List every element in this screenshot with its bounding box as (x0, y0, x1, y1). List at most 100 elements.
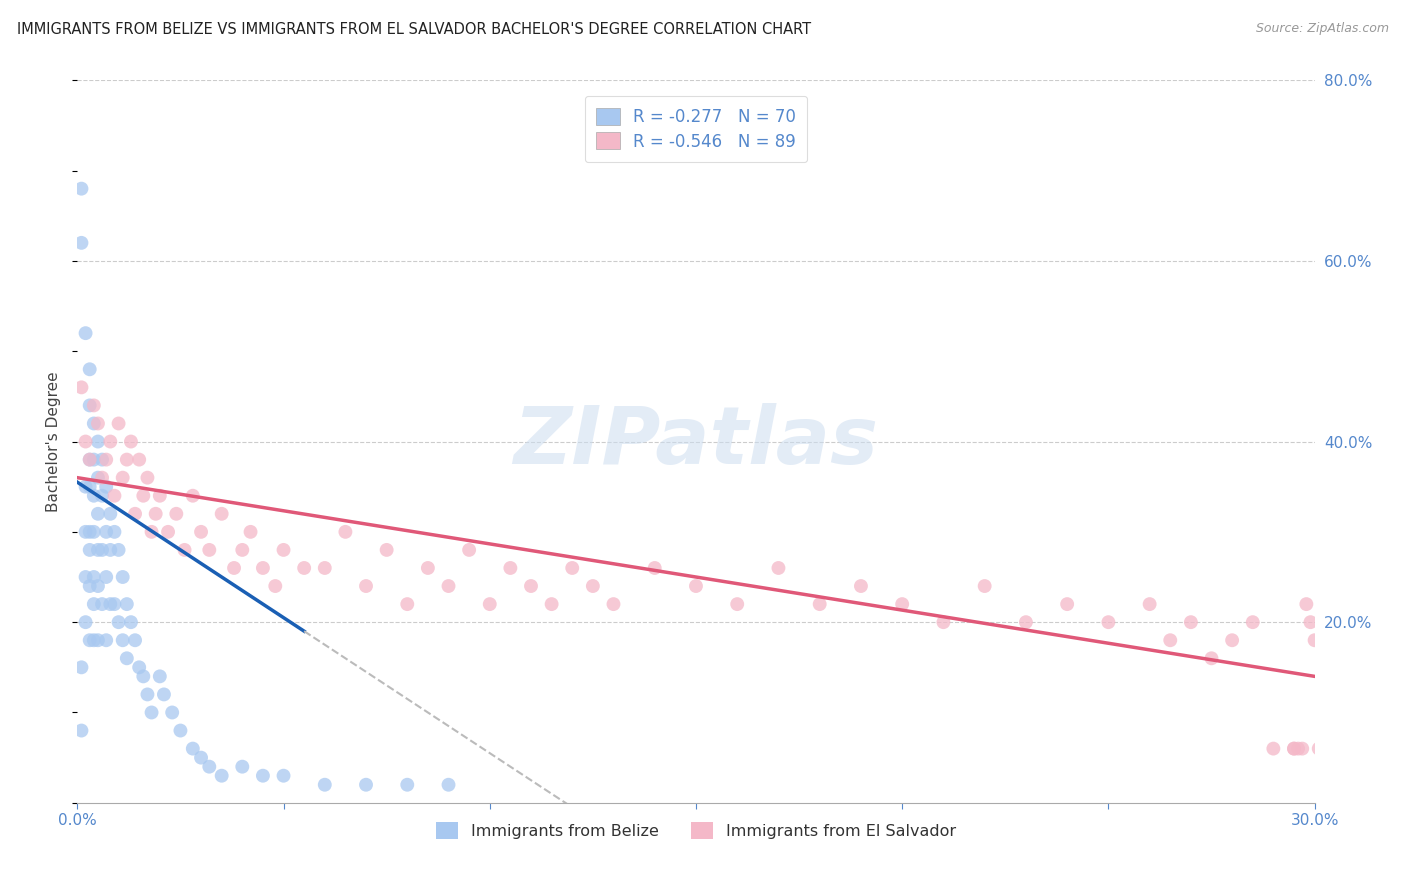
Point (314, 778, 336, 792)
Point (79, 452, 101, 467)
Point (96, 633, 118, 648)
Point (768, 561, 790, 575)
Point (115, 597, 138, 611)
Point (103, 489, 125, 503)
Point (1378, 741, 1400, 756)
Point (149, 489, 172, 503)
Point (124, 507, 146, 521)
Text: IMMIGRANTS FROM BELIZE VS IMMIGRANTS FROM EL SALVADOR BACHELOR'S DEGREE CORRELAT: IMMIGRANTS FROM BELIZE VS IMMIGRANTS FRO… (17, 22, 811, 37)
Point (1097, 615, 1119, 630)
Point (120, 615, 142, 630)
Point (128, 660, 150, 674)
Point (190, 750, 212, 764)
Point (335, 524, 357, 539)
Point (239, 524, 262, 539)
Point (75, 480, 97, 494)
Point (87, 417, 110, 431)
Point (169, 723, 191, 738)
Point (252, 561, 274, 575)
Point (292, 561, 315, 575)
Point (111, 471, 134, 485)
Point (79, 398, 101, 412)
Point (98, 434, 121, 449)
Point (83, 489, 105, 503)
Legend: Immigrants from Belize, Immigrants from El Salvador: Immigrants from Belize, Immigrants from … (429, 816, 963, 846)
Point (211, 769, 233, 783)
Point (264, 579, 287, 593)
Point (70, 380, 93, 394)
Point (98, 542, 121, 557)
Point (1263, 741, 1285, 756)
Point (98, 507, 121, 521)
Point (111, 570, 134, 584)
Point (1159, 633, 1181, 648)
Point (1286, 741, 1309, 756)
Point (1201, 651, 1223, 665)
Point (520, 579, 543, 593)
Point (1299, 615, 1322, 630)
Point (153, 687, 176, 701)
Point (79, 362, 101, 376)
Point (96, 570, 118, 584)
Point (602, 597, 624, 611)
Point (561, 561, 583, 575)
Point (252, 769, 274, 783)
Point (181, 489, 204, 503)
Point (190, 524, 212, 539)
Point (103, 524, 125, 539)
Point (83, 570, 105, 584)
Point (375, 542, 398, 557)
Point (644, 561, 666, 575)
Point (98, 597, 121, 611)
Point (499, 561, 522, 575)
Point (87, 633, 110, 648)
Point (231, 760, 253, 774)
Point (70, 723, 93, 738)
Point (83, 398, 105, 412)
Point (149, 669, 172, 683)
Point (416, 561, 439, 575)
Point (1303, 633, 1326, 648)
Point (79, 480, 101, 494)
Point (83, 524, 105, 539)
Point (160, 706, 183, 720)
Point (132, 669, 155, 683)
Point (79, 452, 101, 467)
Point (1312, 741, 1334, 756)
Point (107, 542, 129, 557)
Point (1308, 741, 1330, 756)
Point (725, 597, 748, 611)
Point (1386, 741, 1406, 756)
Point (128, 452, 150, 467)
Point (75, 326, 97, 340)
Point (1344, 741, 1367, 756)
Point (75, 615, 97, 630)
Point (136, 471, 159, 485)
Point (1324, 615, 1347, 630)
Point (685, 579, 707, 593)
Point (354, 778, 377, 792)
Point (83, 633, 105, 648)
Point (273, 542, 295, 557)
Point (115, 651, 138, 665)
Point (1015, 615, 1038, 630)
Point (87, 434, 110, 449)
Point (1353, 597, 1375, 611)
Point (91, 489, 114, 503)
Point (83, 417, 105, 431)
Point (1316, 597, 1339, 611)
Point (120, 434, 142, 449)
Point (973, 579, 995, 593)
Point (87, 507, 110, 521)
Point (91, 452, 114, 467)
Point (1180, 615, 1202, 630)
Point (458, 542, 481, 557)
Point (1282, 741, 1305, 756)
Point (91, 597, 114, 611)
Point (145, 507, 167, 521)
Point (83, 452, 105, 467)
Point (1056, 597, 1078, 611)
Point (396, 778, 419, 792)
Point (91, 471, 114, 485)
Point (849, 579, 872, 593)
